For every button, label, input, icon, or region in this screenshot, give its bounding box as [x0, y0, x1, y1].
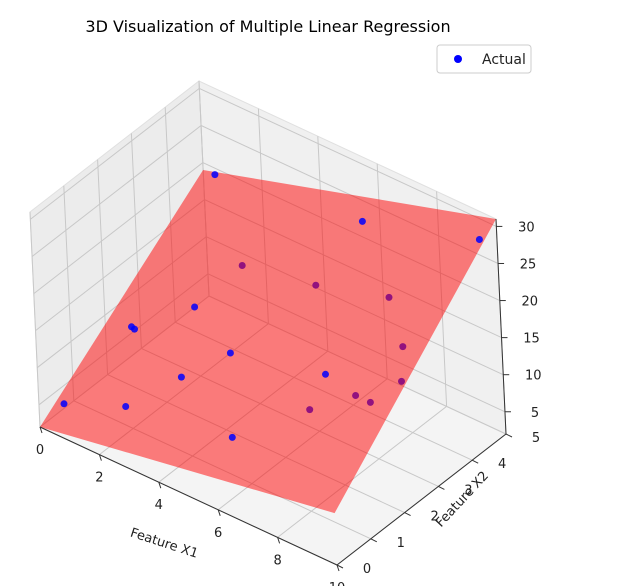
x-tick-label: 10: [329, 581, 346, 586]
y-tick-mark: [336, 564, 344, 569]
data-point: [211, 171, 219, 179]
data-point: [475, 236, 483, 243]
y-tick-mark: [505, 433, 513, 438]
data-point: [122, 403, 130, 410]
data-point: [191, 303, 199, 311]
y-tick-label: 3: [464, 483, 472, 498]
x-tick-mark: [277, 537, 281, 544]
x-tick-label: 4: [155, 498, 163, 513]
x-tick-label: 6: [214, 526, 222, 541]
x-tick-mark: [39, 426, 43, 434]
z-tick-label: 5: [531, 406, 539, 421]
y-tick-mark: [404, 512, 411, 517]
x-tick-label: 8: [273, 553, 281, 568]
x-tick-mark: [98, 454, 102, 461]
y-tick-label: 1: [397, 536, 405, 551]
y-tick-label: 5: [532, 431, 540, 446]
data-points-front: [60, 171, 483, 441]
z-tick-label: 30: [518, 220, 535, 235]
regression-plane-layer: [40, 170, 496, 514]
legend-label-actual: Actual: [482, 52, 526, 68]
x-axis-title: Feature X1: [128, 526, 200, 562]
y-tick-label: 0: [363, 562, 371, 577]
y-tick-mark: [370, 538, 378, 543]
data-point: [226, 349, 234, 357]
y-tick-label: 2: [430, 510, 438, 525]
axis-ticks: 0 2 4 6 8 10 0 1 2 3 4 5 5 10 15 20 25 30: [36, 218, 542, 586]
data-point: [131, 325, 138, 333]
data-point: [60, 400, 68, 408]
legend-box: [436, 44, 532, 74]
x-tick-label: 2: [95, 471, 103, 486]
z-tick-label: 25: [520, 257, 537, 272]
chart-title: 3D Visualization of Multiple Linear Regr…: [85, 17, 450, 36]
x-tick-mark: [158, 482, 162, 489]
z-tick-label: 15: [523, 332, 540, 347]
regression-plane: [40, 170, 496, 514]
x-tick-mark: [217, 509, 221, 516]
z-tick-label: 10: [525, 369, 542, 384]
legend-marker-actual: [454, 55, 462, 63]
z-axis-line: [495, 218, 507, 435]
data-point: [177, 373, 185, 381]
y-tick-mark: [471, 459, 479, 464]
legend: Actual: [436, 44, 532, 74]
data-point: [322, 370, 329, 378]
data-point: [228, 433, 236, 441]
x-axis-line: [39, 426, 338, 566]
z-tick-label: 20: [522, 295, 539, 310]
y-axis-line: [336, 433, 507, 566]
y-tick-label: 4: [498, 457, 506, 472]
z-gridline: [29, 87, 497, 227]
y-tick-mark: [438, 485, 445, 490]
x-tick-label: 0: [36, 443, 44, 458]
data-point: [358, 217, 366, 225]
x-tick-mark: [336, 564, 340, 572]
